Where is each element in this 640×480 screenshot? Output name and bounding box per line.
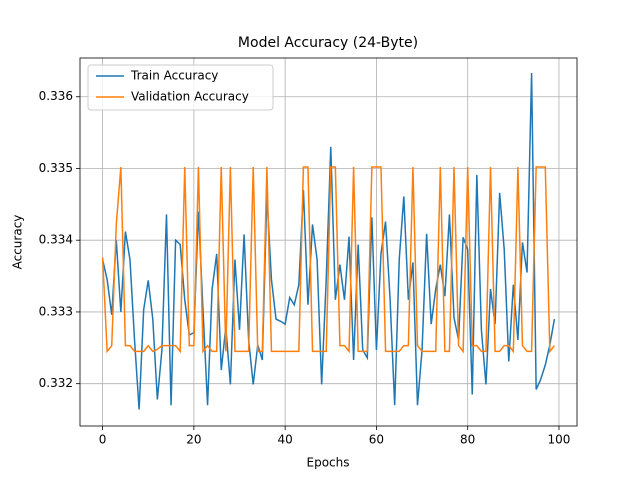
legend-label: Train Accuracy — [130, 69, 218, 83]
chart-title: Model Accuracy (24-Byte) — [238, 35, 418, 51]
x-tick-label: 40 — [278, 433, 293, 447]
y-axis-label: Accuracy — [11, 215, 25, 270]
x-axis-label: Epochs — [307, 456, 350, 470]
x-tick-label: 60 — [369, 433, 384, 447]
plot-frame — [79, 57, 578, 427]
legend-box — [87, 64, 274, 111]
y-tick-label: 0.333 — [39, 304, 73, 318]
x-tick-label: 80 — [460, 433, 475, 447]
x-tick-label: 20 — [186, 433, 201, 447]
legend-label: Validation Accuracy — [131, 90, 249, 104]
y-tick-label: 0.334 — [39, 233, 73, 247]
data-line — [101, 166, 555, 354]
y-tick-label: 0.335 — [39, 161, 73, 175]
y-tick-label: 0.336 — [39, 89, 73, 103]
x-tick-label: 100 — [548, 433, 571, 447]
data-line — [101, 73, 556, 410]
x-tick-label: 0 — [99, 433, 107, 447]
y-tick-label: 0.332 — [39, 376, 73, 390]
